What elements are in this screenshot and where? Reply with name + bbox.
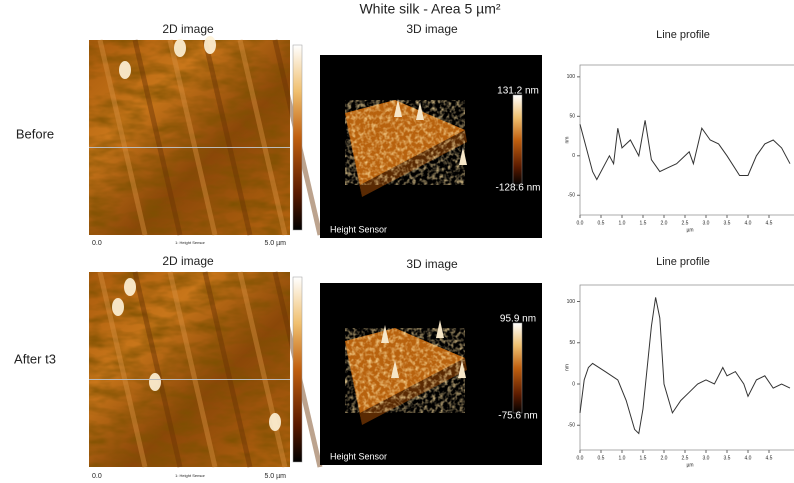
x-tick-label: 3.0 — [703, 220, 710, 226]
bright-spot — [269, 413, 281, 431]
x-tick-label: 3.0 — [703, 455, 710, 461]
plot-frame — [579, 284, 794, 451]
color-bar — [512, 322, 523, 414]
image-title: 3D image — [406, 257, 458, 271]
image-title: 3D image — [406, 22, 458, 36]
x-tick-label: 2.0 — [661, 220, 668, 226]
surface-ridge — [237, 39, 288, 236]
chart-title: Line profile — [656, 256, 710, 268]
x-tick-label: 1.5 — [640, 455, 647, 461]
surface-ridge — [167, 39, 218, 236]
x-tick-label: 4.0 — [745, 220, 752, 226]
chart-title: Line profile — [656, 29, 710, 41]
surface-peak — [394, 99, 402, 117]
surface-peak — [459, 147, 467, 165]
surface-peak — [458, 360, 466, 378]
surface-ridge — [132, 39, 183, 236]
x-start-label: 0.0 — [92, 240, 102, 247]
x-tick-label: 4.5 — [766, 455, 773, 461]
y-axis-label: nm — [564, 364, 570, 371]
surface-peak — [391, 360, 399, 378]
color-bar — [292, 276, 303, 463]
surface-ridge — [167, 271, 218, 468]
image-caption: Height Sensor — [330, 224, 387, 234]
x-tick-label: 4.5 — [766, 220, 773, 226]
y-tick-label: 0 — [572, 381, 575, 387]
x-tick-label: 0.5 — [598, 220, 605, 226]
bright-spot — [204, 36, 216, 54]
y-axis-label: nm — [564, 137, 570, 144]
scale-min: -128.6 nm — [495, 183, 540, 194]
surface-ridge — [202, 39, 253, 236]
surface-ridge — [132, 271, 183, 468]
bright-spot — [112, 298, 124, 316]
surface-side — [360, 130, 467, 197]
bright-spot — [124, 278, 136, 296]
x-end-label: 5.0 µm — [264, 240, 286, 247]
surface-texture — [345, 100, 465, 185]
x-axis-label: µm — [686, 462, 693, 468]
scale-max: 131.2 nm — [497, 86, 539, 97]
surface-texture — [345, 328, 465, 413]
image-title: 2D image — [162, 22, 214, 36]
surface-peak — [381, 325, 389, 343]
y-tick-label: 100 — [567, 74, 576, 80]
image-title: 2D image — [162, 254, 214, 268]
bright-spot — [149, 373, 161, 391]
surface-side — [345, 341, 362, 425]
plot-frame — [579, 64, 794, 216]
scale-min: -75.6 nm — [498, 411, 537, 422]
y-tick-label: 0 — [572, 153, 575, 159]
x-tick-label: 4.0 — [745, 455, 752, 461]
y-tick-label: 50 — [569, 340, 575, 346]
surface-ridge — [237, 271, 288, 468]
bright-spot — [174, 39, 186, 57]
x-tick-label: 1.0 — [619, 455, 626, 461]
profile-line — [579, 297, 791, 435]
surface-side — [345, 113, 362, 197]
x-end-label: 5.0 µm — [264, 473, 286, 480]
surface-ridge — [202, 271, 253, 468]
scale-max: 95.9 nm — [500, 314, 536, 325]
x-start-label: 0.0 — [92, 473, 102, 480]
bright-spot — [119, 61, 131, 79]
surface-side — [360, 358, 467, 425]
profile-line — [579, 120, 791, 181]
surface-ridge — [97, 271, 148, 468]
figure-title: White silk - Area 5 µm² — [359, 1, 500, 17]
x-tick-label: 2.0 — [661, 455, 668, 461]
x-tick-label: 0.0 — [577, 455, 584, 461]
image-caption: Height Sensor — [330, 451, 387, 461]
x-tick-label: 0.0 — [577, 220, 584, 226]
x-tick-label: 1.0 — [619, 220, 626, 226]
surface-peak — [416, 102, 424, 120]
surface-ridge — [97, 39, 148, 236]
row-label: Before — [16, 126, 54, 141]
image-caption: 1: Height Sensor — [175, 240, 205, 245]
surface-peak — [436, 320, 444, 338]
x-tick-label: 3.5 — [724, 455, 731, 461]
x-tick-label: 1.5 — [640, 220, 647, 226]
y-tick-label: 50 — [569, 114, 575, 120]
y-tick-label: 100 — [567, 299, 576, 305]
x-tick-label: 2.5 — [682, 455, 689, 461]
image-caption: 1: Height Sensor — [175, 473, 205, 478]
y-tick-label: -50 — [568, 193, 575, 199]
x-tick-label: 2.5 — [682, 220, 689, 226]
x-tick-label: 3.5 — [724, 220, 731, 226]
x-tick-label: 0.5 — [598, 455, 605, 461]
y-tick-label: -50 — [568, 423, 575, 429]
color-bar — [512, 94, 523, 186]
row-label: After t3 — [14, 351, 56, 366]
x-axis-label: µm — [686, 227, 693, 233]
color-bar — [292, 44, 303, 231]
